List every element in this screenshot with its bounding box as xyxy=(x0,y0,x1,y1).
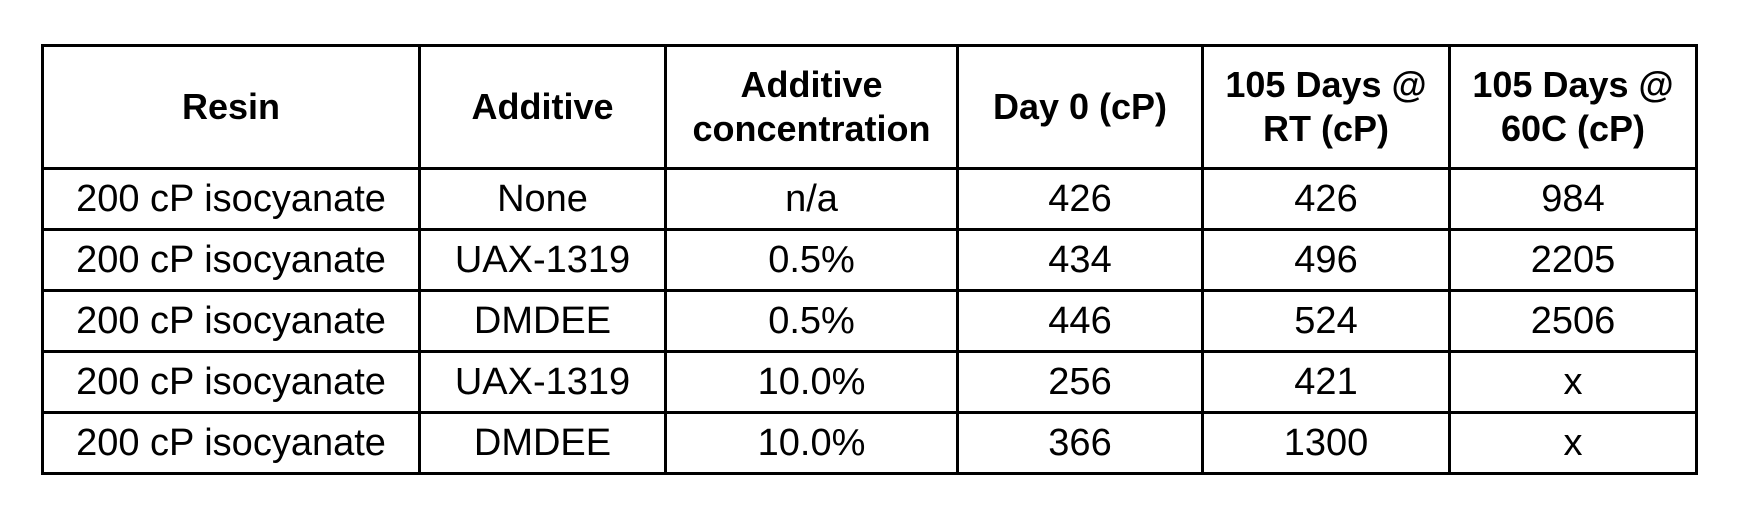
header-105-days-rt-line1: 105 Days @ xyxy=(1225,64,1427,105)
cell-day0: 434 xyxy=(956,228,1204,292)
cell-additive: UAX-1319 xyxy=(418,350,667,414)
header-105-days-60c-line1: 105 Days @ xyxy=(1472,64,1674,105)
cell-resin: 200 cP isocyanate xyxy=(41,167,421,231)
header-105-days-60c-line2: 60C (cP) xyxy=(1500,108,1646,149)
cell-105-days-rt: 426 xyxy=(1201,167,1451,231)
cell-105-days-rt: 421 xyxy=(1201,350,1451,414)
cell-day0: 426 xyxy=(956,167,1204,231)
cell-105-days-rt: 496 xyxy=(1201,228,1451,292)
cell-additive-concentration: n/a xyxy=(664,167,959,231)
header-105-days-rt: 105 Days @ RT (cP) xyxy=(1201,44,1451,170)
cell-additive: None xyxy=(418,167,667,231)
header-additive-concentration-line2: concentration xyxy=(692,108,931,149)
viscosity-table: Resin Additive Additive concentration Da… xyxy=(41,44,1698,475)
cell-105-days-rt: 524 xyxy=(1201,289,1451,353)
cell-additive: DMDEE xyxy=(418,289,667,353)
cell-day0: 256 xyxy=(956,350,1204,414)
table-row: 200 cP isocyanate UAX-1319 10.0% 256 421… xyxy=(41,350,1698,414)
cell-105-days-60c: x xyxy=(1448,350,1698,414)
cell-resin: 200 cP isocyanate xyxy=(41,228,421,292)
header-resin-text: Resin xyxy=(181,86,281,127)
cell-105-days-60c: x xyxy=(1448,411,1698,475)
cell-105-days-60c: 2205 xyxy=(1448,228,1698,292)
header-row: Resin Additive Additive concentration Da… xyxy=(41,44,1698,170)
cell-additive-concentration: 10.0% xyxy=(664,411,959,475)
viscosity-table-container: Resin Additive Additive concentration Da… xyxy=(41,44,1698,475)
cell-resin: 200 cP isocyanate xyxy=(41,411,421,475)
header-additive: Additive xyxy=(418,44,667,170)
header-additive-concentration: Additive concentration xyxy=(664,44,959,170)
cell-resin: 200 cP isocyanate xyxy=(41,350,421,414)
cell-additive-concentration: 10.0% xyxy=(664,350,959,414)
table-row: 200 cP isocyanate DMDEE 0.5% 446 524 250… xyxy=(41,289,1698,353)
cell-additive-concentration: 0.5% xyxy=(664,289,959,353)
header-additive-concentration-line1: Additive xyxy=(740,64,883,105)
cell-resin: 200 cP isocyanate xyxy=(41,289,421,353)
cell-day0: 446 xyxy=(956,289,1204,353)
cell-105-days-60c: 984 xyxy=(1448,167,1698,231)
header-105-days-60c: 105 Days @ 60C (cP) xyxy=(1448,44,1698,170)
cell-day0: 366 xyxy=(956,411,1204,475)
header-105-days-rt-line2: RT (cP) xyxy=(1263,108,1389,149)
cell-105-days-60c: 2506 xyxy=(1448,289,1698,353)
header-resin: Resin xyxy=(41,44,421,170)
cell-additive: DMDEE xyxy=(418,411,667,475)
table-row: 200 cP isocyanate None n/a 426 426 984 xyxy=(41,167,1698,231)
cell-additive: UAX-1319 xyxy=(418,228,667,292)
header-additive-text: Additive xyxy=(471,86,614,127)
header-day0-text: Day 0 (cP) xyxy=(992,86,1168,127)
table-row: 200 cP isocyanate DMDEE 10.0% 366 1300 x xyxy=(41,411,1698,475)
header-day0: Day 0 (cP) xyxy=(956,44,1204,170)
table-row: 200 cP isocyanate UAX-1319 0.5% 434 496 … xyxy=(41,228,1698,292)
cell-105-days-rt: 1300 xyxy=(1201,411,1451,475)
cell-additive-concentration: 0.5% xyxy=(664,228,959,292)
